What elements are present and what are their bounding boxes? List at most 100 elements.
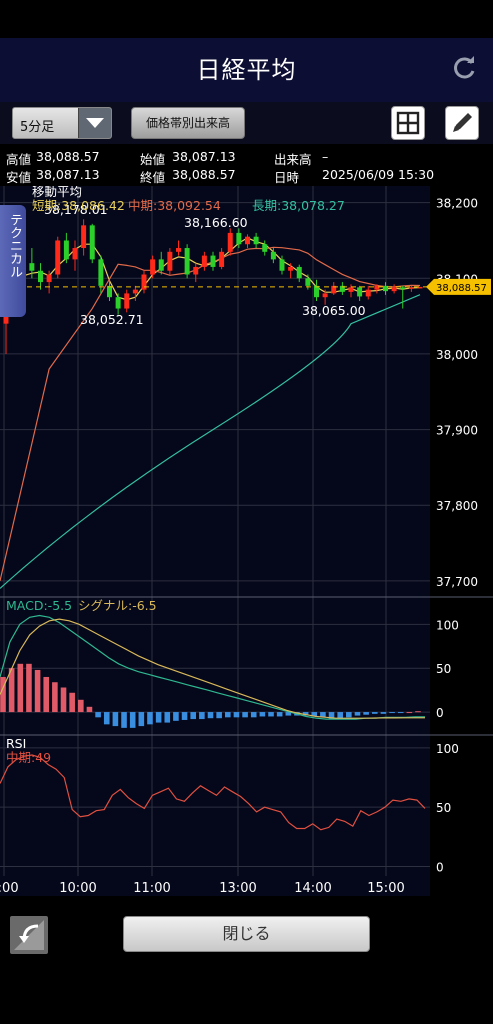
x-tick-label: 15:00: [367, 881, 404, 896]
x-tick-label: 13:00: [219, 881, 256, 896]
dropdown-arrow-icon[interactable]: [78, 108, 111, 138]
back-swap-icon[interactable]: [10, 916, 48, 954]
macd-histogram-bar: [302, 712, 309, 716]
price-annotation: 38,052.71: [80, 312, 144, 327]
macd-histogram-bar: [147, 712, 153, 725]
long-ma-line: [0, 294, 421, 589]
macd-histogram-bar: [164, 712, 171, 723]
candle-body: [176, 248, 181, 252]
volume-label: 出来高: [274, 152, 312, 167]
rsi-title: RSI: [6, 736, 26, 751]
candle-body: [124, 293, 130, 309]
chart-area[interactable]: 9:0010:0011:0013:0014:0015:0038,20038,10…: [0, 186, 493, 896]
rsi-line: [0, 754, 426, 831]
datetime-label: 日時: [274, 170, 300, 185]
y-tick-label: 38,200: [436, 197, 478, 211]
macd-histogram-bar: [199, 712, 205, 720]
candle-body: [236, 232, 242, 245]
candle-body: [331, 285, 337, 294]
candle-body: [55, 240, 61, 275]
macd-histogram-bar: [34, 669, 41, 713]
macd-histogram-bar: [190, 712, 197, 720]
close-button[interactable]: 閉じる: [123, 916, 370, 952]
candle-body: [322, 293, 328, 298]
mid-ma-line: [0, 246, 421, 582]
candle-body: [29, 263, 35, 271]
candle-body: [391, 287, 397, 292]
macd-histogram-bar: [86, 706, 93, 713]
macd-legend-item: MACD:-5.5: [6, 598, 72, 613]
macd-histogram-bar: [60, 687, 67, 713]
candle-body: [184, 248, 190, 275]
grid-layout-icon: [396, 111, 420, 135]
candle-body: [296, 266, 302, 279]
macd-histogram-bar: [8, 668, 15, 713]
app-header: 日経平均: [0, 38, 493, 102]
macd-histogram-bar: [415, 711, 421, 713]
macd-histogram-bar: [52, 682, 58, 713]
macd-histogram-bar: [380, 712, 387, 714]
x-tick-label: 9:00: [0, 881, 19, 896]
candle-body: [46, 274, 52, 283]
macd-histogram-bar: [129, 712, 136, 728]
close-label: 終値: [140, 170, 166, 185]
macd-histogram-bar: [121, 712, 127, 728]
ma-legend-item: 中期:38,092.54: [128, 198, 221, 213]
candle-body: [132, 289, 138, 294]
candle-body: [150, 259, 156, 275]
candle-body: [288, 266, 294, 271]
timeframe-select[interactable]: 5分足: [12, 107, 112, 139]
macd-signal-line: [0, 618, 425, 719]
stock-chart[interactable]: 9:0010:0011:0013:0014:0015:0038,20038,10…: [0, 186, 493, 896]
y-tick-label: 50: [436, 801, 451, 815]
reload-icon[interactable]: [451, 54, 479, 82]
candle-body: [365, 289, 371, 297]
ohlc-info: 高値 38,088.57 始値 38,087.13 出来高 – 安値 38,08…: [0, 146, 493, 186]
datetime-value: 2025/06/09 15:30: [322, 167, 435, 182]
macd-histogram-bar: [389, 712, 395, 714]
candle-body: [279, 259, 285, 271]
ma-legend-title: 移動平均: [32, 186, 82, 199]
y-tick-label: 0: [436, 706, 444, 720]
macd-histogram-bar: [354, 712, 361, 716]
volume-value: –: [322, 149, 329, 164]
macd-histogram-bar: [43, 676, 50, 713]
close-value: 38,088.57: [172, 167, 236, 182]
macd-histogram-bar: [103, 712, 110, 725]
low-value: 38,087.13: [36, 167, 100, 182]
volume-by-price-button[interactable]: 価格帯別出来高: [131, 107, 245, 139]
y-tick-label: 100: [436, 618, 459, 632]
macd-histogram-bar: [112, 712, 119, 727]
macd-histogram-bar: [371, 712, 378, 714]
macd-histogram-bar: [397, 712, 404, 714]
drawing-tool-button[interactable]: [445, 106, 479, 140]
technical-tab[interactable]: テクニカル: [0, 205, 26, 317]
candle-body: [400, 287, 406, 289]
candle-body: [219, 251, 225, 267]
macd-histogram-bar: [17, 663, 24, 713]
candle-body: [193, 266, 199, 275]
macd-histogram-bar: [328, 712, 335, 720]
y-tick-label: 100: [436, 742, 459, 756]
last-price-tag: [426, 278, 491, 295]
macd-histogram-bar: [233, 712, 240, 718]
candle-body: [339, 285, 345, 292]
candle-body: [167, 251, 173, 271]
macd-line: [0, 614, 425, 720]
candle-body: [158, 259, 164, 271]
candle-body: [262, 244, 268, 252]
macd-histogram-bar: [207, 712, 214, 719]
open-value: 38,087.13: [172, 149, 236, 164]
grid-layout-button[interactable]: [391, 106, 425, 140]
macd-histogram-bar: [320, 712, 326, 718]
candle-body: [245, 236, 250, 245]
y-tick-label: 38,000: [436, 348, 478, 362]
macd-histogram-bar: [155, 712, 162, 723]
y-tick-label: 0: [436, 861, 444, 875]
candle-body: [115, 297, 121, 309]
ma-legend-item: 長期:38,078.27: [252, 198, 345, 213]
low-label: 安値: [6, 170, 32, 185]
candle-body: [314, 285, 319, 298]
macd-histogram-bar: [95, 712, 101, 718]
page-title: 日経平均: [196, 56, 297, 84]
